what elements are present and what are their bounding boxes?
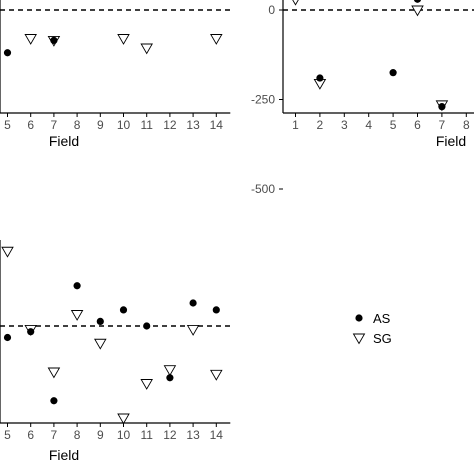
as-point — [50, 397, 58, 405]
x-tick-label: 5 — [4, 118, 11, 132]
x-tick-label: 5 — [4, 428, 11, 442]
x-axis-title: Field — [49, 133, 79, 149]
y-tick-label: 0 — [268, 3, 275, 17]
x-tick-label: 6 — [414, 118, 421, 132]
x-tick-label: 14 — [210, 428, 224, 442]
x-tick-label: 8 — [74, 118, 81, 132]
as-point — [413, 0, 422, 3]
sg-point — [292, 0, 299, 6]
panel-top-left: 5 6 7 8 9 10 11 12 13 14 Field — [0, 0, 231, 149]
x-tick-label: 7 — [439, 118, 446, 132]
legend-as-marker — [355, 314, 363, 322]
as-point — [143, 322, 151, 330]
sg-point — [24, 34, 37, 45]
x-tick-label: 11 — [140, 428, 153, 442]
as-point — [189, 299, 197, 307]
x-tick-label: 8 — [463, 118, 470, 132]
sg-point — [210, 34, 223, 45]
x-tick-label: 8 — [74, 428, 81, 442]
x-tick-label: 12 — [163, 118, 177, 132]
x-tick-label: 10 — [117, 428, 131, 442]
sg-point — [210, 369, 223, 381]
sg-point — [140, 379, 153, 390]
as-point — [212, 306, 220, 314]
as-point — [3, 49, 12, 57]
as-point — [3, 333, 12, 342]
x-tick-label: 6 — [27, 428, 34, 442]
sg-point — [94, 338, 107, 350]
x-axis-title: Field — [49, 447, 79, 463]
x-tick-label: 3 — [341, 118, 348, 132]
as-point — [316, 74, 324, 82]
as-point — [119, 306, 128, 314]
sg-point — [411, 5, 424, 17]
x-tick-label: 7 — [51, 428, 58, 442]
x-axis-title: Field — [436, 133, 466, 149]
sg-point — [47, 367, 61, 379]
x-tick-label: 13 — [186, 428, 200, 442]
legend-sg-label: SG — [373, 331, 392, 346]
x-tick-label: 12 — [163, 428, 177, 442]
legend: AS SG — [352, 311, 392, 346]
y-tick-label: -250 — [251, 93, 275, 107]
x-tick-label: 5 — [390, 118, 397, 132]
as-point — [27, 328, 35, 336]
x-tick-label: 9 — [97, 118, 104, 132]
sg-point — [186, 325, 200, 336]
sg-point — [117, 34, 130, 45]
as-point — [389, 69, 397, 77]
as-point — [438, 103, 446, 111]
as-point — [50, 36, 58, 45]
panel-bottom-left: 5 6 7 8 9 10 11 12 13 14 Field — [0, 240, 231, 463]
x-tick-label: 11 — [140, 118, 153, 132]
x-tick-label: 7 — [51, 118, 58, 132]
x-tick-label: 14 — [210, 118, 224, 132]
x-tick-label: 6 — [27, 118, 34, 132]
as-point — [96, 317, 104, 325]
legend-sg-marker — [352, 333, 366, 345]
as-point — [166, 374, 174, 382]
sg-point — [140, 43, 153, 55]
x-tick-label: 13 — [186, 118, 200, 132]
x-tick-label: 1 — [292, 118, 299, 132]
x-tick-label: 4 — [365, 118, 372, 132]
as-point — [73, 282, 81, 290]
sg-point — [163, 365, 177, 377]
x-tick-label: 9 — [97, 428, 104, 442]
x-tick-label: 10 — [117, 118, 131, 132]
panel-top-right: 1 2 3 4 5 6 7 8 0 -250 -500 Field — [251, 0, 474, 196]
legend-as-label: AS — [373, 311, 391, 326]
sg-point — [1, 246, 14, 258]
y-tick-label: -500 — [251, 182, 275, 196]
x-tick-label: 2 — [317, 118, 324, 132]
sg-point — [117, 413, 130, 425]
sg-point — [70, 310, 84, 321]
